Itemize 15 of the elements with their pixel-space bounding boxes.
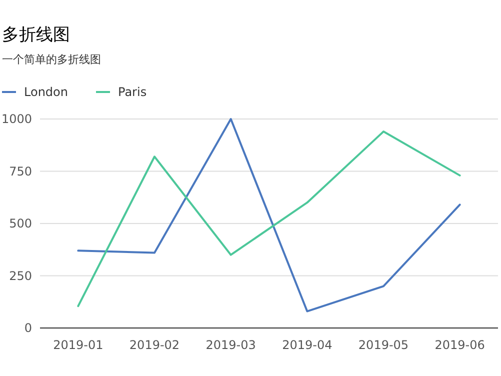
y-tick-label: 250 — [9, 268, 32, 283]
y-tick-label: 750 — [9, 164, 32, 178]
x-tick-label: 2019-02 — [129, 338, 180, 352]
y-tick-label: 500 — [9, 216, 32, 230]
y-tick-label: 1000 — [1, 112, 32, 126]
legend-label: Paris — [118, 85, 147, 99]
x-tick-label: 2019-04 — [282, 338, 332, 352]
x-tick-label: 2019-01 — [53, 338, 104, 352]
chart-title: 多折线图 — [2, 25, 70, 45]
x-tick-label: 2019-03 — [206, 338, 256, 352]
y-tick-label: 0 — [24, 321, 32, 335]
x-tick-label: 2019-06 — [434, 338, 485, 352]
chart-subtitle: 一个简单的多折线图 — [2, 53, 101, 66]
x-tick-label: 2019-05 — [358, 338, 409, 352]
legend-label: London — [24, 85, 68, 99]
